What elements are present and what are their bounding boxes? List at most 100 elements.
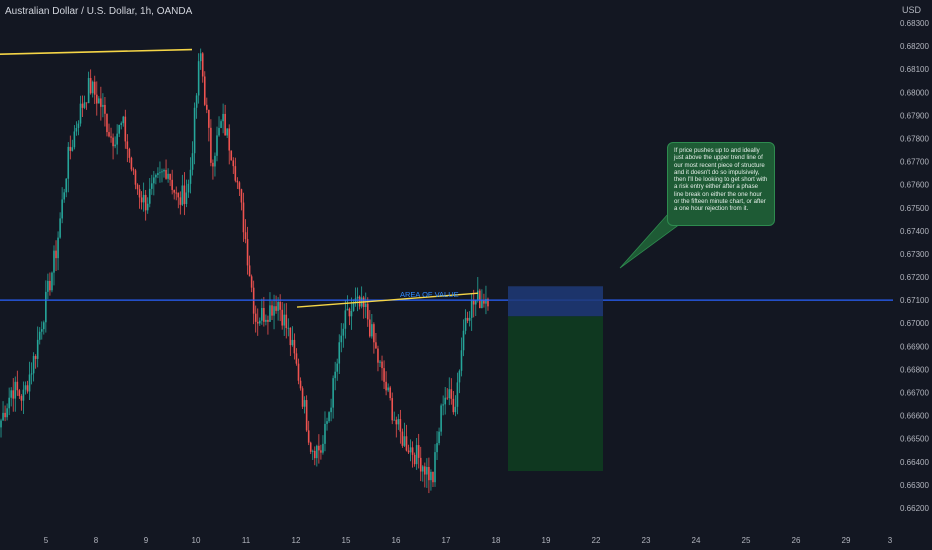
candle-body xyxy=(102,104,104,107)
candle-body xyxy=(389,387,391,399)
candle-body xyxy=(277,301,279,311)
candle-body xyxy=(45,291,47,323)
candle-body xyxy=(309,442,312,452)
candle-body xyxy=(289,327,292,346)
candle-body xyxy=(450,389,453,399)
candle-body xyxy=(63,192,65,200)
candle-body xyxy=(12,390,15,399)
chart-title: Australian Dollar / U.S. Dollar, 1h, OAN… xyxy=(5,6,193,17)
candle-body xyxy=(140,197,143,203)
y-tick-label: 0.67900 xyxy=(900,111,929,120)
candle-body xyxy=(336,363,339,372)
y-tick-label: 0.67400 xyxy=(900,227,929,236)
candle-body xyxy=(150,183,153,189)
y-tick-label: 0.66800 xyxy=(900,365,929,374)
candle-body xyxy=(167,173,169,179)
candle-body xyxy=(28,374,31,392)
candle-body xyxy=(265,319,267,322)
candle-body xyxy=(77,123,80,128)
candle-body xyxy=(157,173,159,175)
candle-body xyxy=(409,447,412,453)
candle-body xyxy=(193,107,196,154)
candle-body xyxy=(326,421,328,424)
candle-body xyxy=(40,329,43,332)
candle-body xyxy=(136,184,139,190)
candle-body xyxy=(130,157,133,170)
candle-body xyxy=(10,390,13,398)
candle-body xyxy=(458,370,461,383)
candle-body xyxy=(256,321,259,324)
candle-body xyxy=(448,389,451,399)
candle-body xyxy=(375,342,377,349)
candle-body xyxy=(232,160,235,167)
candle-body xyxy=(165,169,167,179)
candle-body xyxy=(417,445,420,458)
candle-body xyxy=(210,127,212,163)
y-tick-label: 0.66200 xyxy=(900,504,929,513)
candle-body xyxy=(371,324,373,337)
y-tick-label: 0.66600 xyxy=(900,412,929,421)
candle-body xyxy=(242,202,245,233)
x-tick-label: 18 xyxy=(492,536,501,545)
candle-body xyxy=(466,317,469,321)
candle-body xyxy=(208,109,210,128)
candle-body xyxy=(485,298,487,304)
candle-body xyxy=(187,183,190,193)
y-tick-label: 0.67600 xyxy=(900,181,929,190)
y-tick-label: 0.68300 xyxy=(900,19,929,28)
candle-body xyxy=(216,135,218,156)
candle-body xyxy=(126,141,129,150)
take-profit-zone xyxy=(508,316,603,472)
candle-body xyxy=(181,185,184,205)
candle-body xyxy=(318,445,320,451)
candle-body xyxy=(185,192,188,205)
candle-body xyxy=(299,380,302,389)
candle-body xyxy=(470,300,473,318)
y-tick-label: 0.67500 xyxy=(900,204,929,213)
candle-body xyxy=(421,466,424,472)
candle-body xyxy=(128,149,131,158)
candle-body xyxy=(20,396,23,401)
candle-body xyxy=(305,400,308,431)
candle-body xyxy=(307,430,310,443)
candle-body xyxy=(411,447,414,455)
candle-body xyxy=(373,324,375,343)
candle-body xyxy=(244,232,247,240)
candle-body xyxy=(313,450,316,459)
upper-trendline xyxy=(0,48,193,55)
candle-body xyxy=(173,189,176,193)
candle-body xyxy=(228,128,231,151)
candle-body xyxy=(332,378,334,408)
candle-body xyxy=(405,436,408,451)
candle-body xyxy=(476,290,479,301)
candle-body xyxy=(6,408,8,418)
y-axis: 0.68300 0.68200 0.68100 0.68000 0.67900 0.678… xyxy=(900,19,929,513)
candle-body xyxy=(419,457,422,472)
candle-body xyxy=(391,398,394,421)
candle-body xyxy=(79,103,82,124)
candle-body xyxy=(474,300,477,305)
candle-body xyxy=(254,313,257,322)
candle-body xyxy=(271,305,273,316)
x-tick-label: 12 xyxy=(292,536,301,545)
candle-body xyxy=(250,276,253,288)
candle-body xyxy=(246,239,249,266)
candle-body xyxy=(118,124,120,134)
overlays-group: AREA OF VALUE xyxy=(0,48,893,472)
candle-body xyxy=(191,153,194,170)
candle-body xyxy=(369,319,371,337)
candle-body xyxy=(30,373,33,375)
candle-body xyxy=(146,203,149,211)
candle-body xyxy=(444,397,446,405)
candle-body xyxy=(436,443,438,453)
y-tick-label: 0.66400 xyxy=(900,458,929,467)
candle-body xyxy=(22,389,25,401)
candle-body xyxy=(275,306,277,311)
candle-body xyxy=(222,113,224,122)
candle-body xyxy=(456,382,459,407)
x-tick-label: 22 xyxy=(592,536,601,545)
candle-body xyxy=(14,381,17,399)
candle-body xyxy=(81,103,84,108)
candle-body xyxy=(163,169,165,172)
